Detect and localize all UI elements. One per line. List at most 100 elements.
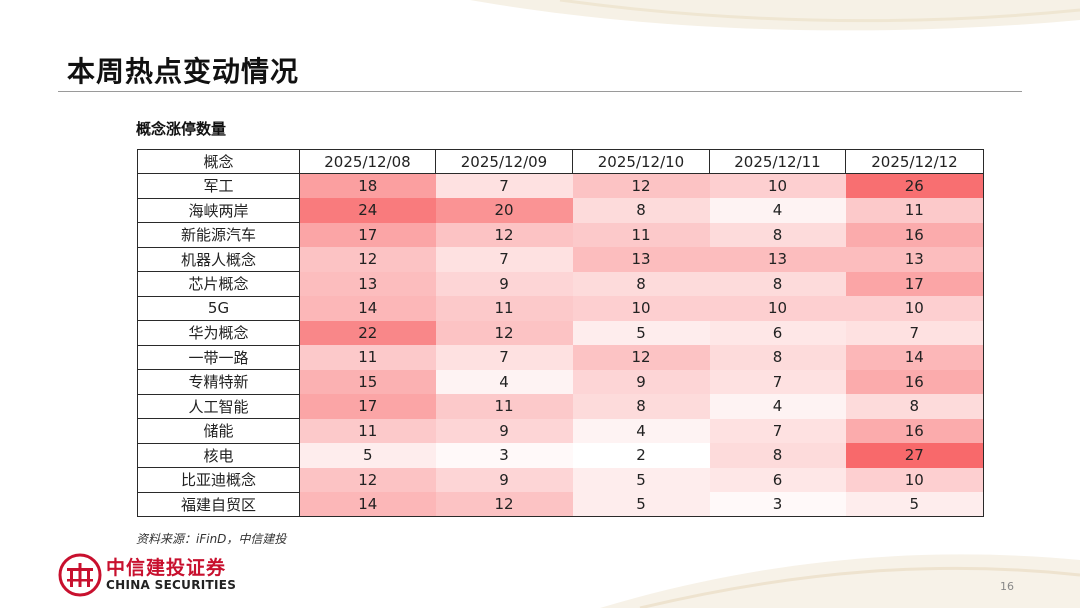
concept-label: 核电 bbox=[137, 442, 300, 468]
heat-cell: 13 bbox=[709, 247, 846, 272]
table-row: 海峡两岸 24 20 8 4 11 bbox=[137, 197, 984, 223]
heat-cell: 16 bbox=[845, 369, 984, 394]
heat-cell: 11 bbox=[435, 394, 573, 419]
source-note: 资料来源：iFinD，中信建投 bbox=[136, 532, 287, 546]
heat-cell: 26 bbox=[845, 173, 984, 198]
heat-cell: 11 bbox=[435, 296, 573, 321]
heat-cell: 12 bbox=[435, 320, 573, 345]
table-row: 专精特新 15 4 9 7 16 bbox=[137, 369, 984, 395]
header-date: 2025/12/09 bbox=[435, 149, 573, 174]
heat-cell: 5 bbox=[299, 443, 436, 468]
header-concept: 概念 bbox=[137, 149, 300, 174]
table-row: 新能源汽车 17 12 11 8 16 bbox=[137, 222, 984, 248]
title-divider bbox=[58, 91, 1022, 92]
heat-cell: 8 bbox=[572, 271, 710, 296]
heat-cell: 11 bbox=[845, 198, 984, 223]
heat-cell: 7 bbox=[709, 369, 846, 394]
heat-cell: 16 bbox=[845, 222, 984, 247]
heat-cell: 11 bbox=[299, 418, 436, 443]
header-date: 2025/12/11 bbox=[709, 149, 846, 174]
heat-cell: 10 bbox=[709, 296, 846, 321]
heat-cell: 13 bbox=[299, 271, 436, 296]
heat-cell: 17 bbox=[299, 394, 436, 419]
heat-cell: 7 bbox=[845, 320, 984, 345]
heat-cell: 10 bbox=[845, 467, 984, 492]
heat-cell: 5 bbox=[845, 492, 984, 517]
table-row: 核电 5 3 2 8 27 bbox=[137, 442, 984, 468]
table-row: 华为概念 22 12 5 6 7 bbox=[137, 320, 984, 346]
heat-cell: 17 bbox=[845, 271, 984, 296]
page-number: 16 bbox=[1000, 580, 1014, 593]
header-date: 2025/12/10 bbox=[572, 149, 710, 174]
header-row: 概念 2025/12/08 2025/12/09 2025/12/10 2025… bbox=[137, 149, 984, 174]
concept-label: 比亚迪概念 bbox=[137, 467, 300, 493]
concept-label: 5G bbox=[137, 295, 300, 321]
heat-cell: 8 bbox=[709, 345, 846, 370]
heat-cell: 4 bbox=[709, 394, 846, 419]
heatmap-table: 概念 2025/12/08 2025/12/09 2025/12/10 2025… bbox=[137, 149, 984, 517]
heat-cell: 20 bbox=[435, 198, 573, 223]
table-title: 概念涨停数量 bbox=[136, 120, 227, 138]
heat-cell: 11 bbox=[299, 345, 436, 370]
china-securities-logo bbox=[58, 553, 102, 597]
heat-cell: 3 bbox=[435, 443, 573, 468]
concept-label: 新能源汽车 bbox=[137, 222, 300, 248]
heat-cell: 5 bbox=[572, 492, 710, 517]
heat-cell: 12 bbox=[572, 173, 710, 198]
heat-cell: 4 bbox=[709, 198, 846, 223]
heat-cell: 17 bbox=[299, 222, 436, 247]
heat-cell: 12 bbox=[435, 492, 573, 517]
brand-name-cn: 中信建投证券 bbox=[106, 557, 227, 579]
concept-label: 一带一路 bbox=[137, 344, 300, 370]
heat-cell: 8 bbox=[709, 443, 846, 468]
heat-cell: 12 bbox=[299, 467, 436, 492]
heat-cell: 6 bbox=[709, 320, 846, 345]
brand-name-en: CHINA SECURITIES bbox=[106, 578, 237, 592]
heat-cell: 8 bbox=[845, 394, 984, 419]
heat-cell: 7 bbox=[709, 418, 846, 443]
heat-cell: 27 bbox=[845, 443, 984, 468]
heat-cell: 14 bbox=[845, 345, 984, 370]
heat-cell: 5 bbox=[572, 467, 710, 492]
concept-label: 芯片概念 bbox=[137, 271, 300, 297]
table-row: 人工智能 17 11 8 4 8 bbox=[137, 393, 984, 419]
heat-cell: 7 bbox=[435, 247, 573, 272]
heat-cell: 14 bbox=[299, 296, 436, 321]
concept-label: 机器人概念 bbox=[137, 246, 300, 272]
heat-cell: 8 bbox=[709, 222, 846, 247]
concept-label: 福建自贸区 bbox=[137, 491, 300, 517]
heat-cell: 16 bbox=[845, 418, 984, 443]
heat-cell: 12 bbox=[299, 247, 436, 272]
heat-cell: 12 bbox=[435, 222, 573, 247]
concept-label: 华为概念 bbox=[137, 320, 300, 346]
table-row: 芯片概念 13 9 8 8 17 bbox=[137, 271, 984, 297]
table-row: 一带一路 11 7 12 8 14 bbox=[137, 344, 984, 370]
heat-cell: 18 bbox=[299, 173, 436, 198]
concept-label: 储能 bbox=[137, 418, 300, 444]
table-row: 福建自贸区 14 12 5 3 5 bbox=[137, 491, 984, 517]
concept-label: 军工 bbox=[137, 173, 300, 199]
heat-cell: 14 bbox=[299, 492, 436, 517]
heat-cell: 15 bbox=[299, 369, 436, 394]
heat-cell: 13 bbox=[845, 247, 984, 272]
heat-cell: 22 bbox=[299, 320, 436, 345]
heat-cell: 9 bbox=[435, 418, 573, 443]
table-row: 5G 14 11 10 10 10 bbox=[137, 295, 984, 321]
heat-cell: 13 bbox=[572, 247, 710, 272]
concept-label: 人工智能 bbox=[137, 393, 300, 419]
heat-cell: 7 bbox=[435, 173, 573, 198]
heat-cell: 9 bbox=[435, 271, 573, 296]
heat-cell: 9 bbox=[435, 467, 573, 492]
heat-cell: 8 bbox=[572, 394, 710, 419]
page-title: 本周热点变动情况 bbox=[67, 55, 300, 88]
heat-cell: 6 bbox=[709, 467, 846, 492]
concept-label: 专精特新 bbox=[137, 369, 300, 395]
heat-cell: 4 bbox=[435, 369, 573, 394]
heat-cell: 9 bbox=[572, 369, 710, 394]
table-row: 军工 18 7 12 10 26 bbox=[137, 173, 984, 199]
heat-cell: 10 bbox=[709, 173, 846, 198]
heat-cell: 7 bbox=[435, 345, 573, 370]
heat-cell: 11 bbox=[572, 222, 710, 247]
heat-cell: 3 bbox=[709, 492, 846, 517]
